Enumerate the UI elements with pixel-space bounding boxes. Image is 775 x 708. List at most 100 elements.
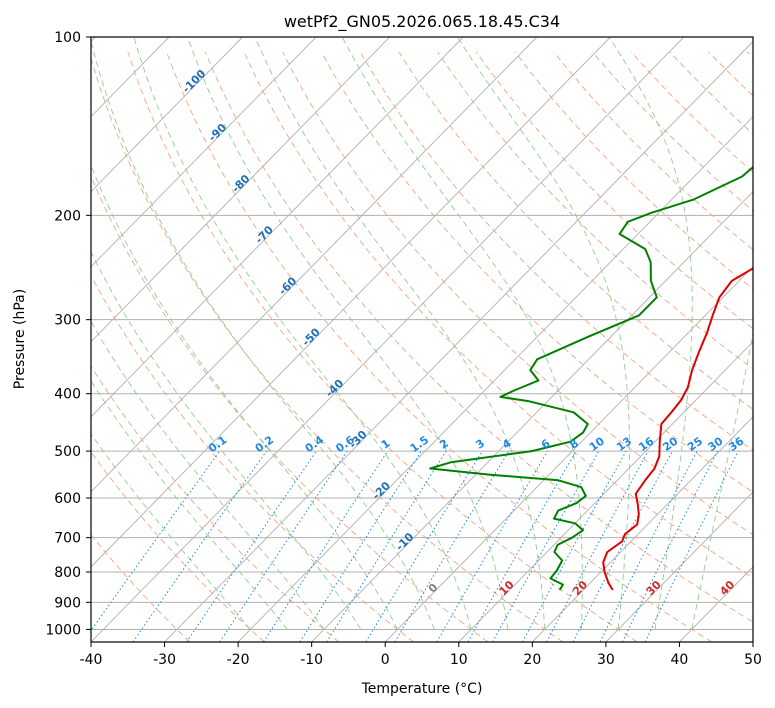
isotherm-label: -20 (370, 479, 393, 502)
moist-adiabat-line (91, 432, 251, 630)
mixing-ratio-line (599, 450, 698, 642)
isotherm-line (91, 37, 611, 568)
mixing-ratio-label: 4 (500, 437, 514, 452)
y-tick-label: 700 (54, 531, 81, 547)
isotherm-line (679, 566, 753, 642)
y-tick-label: 900 (54, 595, 81, 611)
mixing-ratio-line (394, 450, 510, 642)
x-tick-label: 0 (381, 652, 390, 668)
isotherm-line (91, 37, 243, 193)
isotherm-line (91, 37, 538, 493)
moist-adiabat-line (691, 330, 753, 630)
x-tick-label: 50 (744, 652, 762, 668)
moist-adiabat-line (91, 379, 288, 630)
moist-adiabat-line (254, 37, 546, 630)
mixing-ratio-label: 0.4 (303, 433, 327, 455)
dewpoint-profile-line (429, 165, 753, 591)
y-tick-label: 100 (54, 30, 81, 46)
dry-adiabat-line (746, 51, 753, 59)
isotherm-line (91, 37, 464, 418)
y-axis-label: Pressure (hPa) (12, 289, 28, 389)
mixing-ratio-line (91, 450, 221, 632)
isotherm-label: 20 (570, 578, 590, 598)
dry-adiabat-line (282, 51, 753, 536)
isotherm-label: 30 (644, 578, 664, 598)
isotherm-line (91, 37, 390, 343)
mixing-ratio-line (546, 450, 649, 642)
mixing-ratio-line (492, 450, 600, 642)
mixing-ratio-line (132, 450, 267, 642)
x-tick-label: -10 (300, 652, 323, 668)
dry-adiabat-line (708, 51, 753, 97)
x-tick-label: 40 (671, 652, 689, 668)
mixing-ratio-line (522, 450, 627, 642)
moist-adiabat-line (133, 37, 472, 630)
mixing-ratio-label: 0.1 (206, 433, 229, 455)
isotherm-label: 10 (497, 578, 517, 598)
dry-adiabat-line (669, 51, 753, 135)
x-tick-label: 20 (523, 652, 541, 668)
mixing-ratio-line (467, 450, 577, 642)
mixing-ratio-line (186, 450, 317, 642)
isotherm-line (237, 115, 753, 642)
x-tick-label: -30 (153, 652, 176, 668)
isotherm-line (605, 491, 753, 642)
y-tick-label: 200 (54, 208, 81, 224)
moist-adiabat-line (91, 39, 435, 630)
isotherm-line (311, 191, 753, 642)
dry-adiabat-line (514, 51, 753, 290)
isotherm-label: -50 (300, 325, 323, 348)
dry-adiabat-line (359, 51, 753, 451)
x-tick-label: 10 (450, 652, 468, 668)
isotherm-label: -70 (253, 223, 276, 246)
y-tick-label: 500 (54, 444, 81, 460)
moist-adiabat-line (91, 250, 362, 630)
isotherm-line (384, 266, 753, 642)
temperature-profile-line (602, 267, 753, 591)
dry-adiabat-line (91, 534, 191, 642)
dry-adiabat-line (166, 51, 713, 642)
y-tick-label: 400 (54, 387, 81, 403)
isotherm-line (458, 341, 753, 642)
mixing-ratio-label: 2 (437, 437, 451, 452)
x-axis-label: Temperature (°C) (361, 681, 483, 697)
isotherm-line (91, 37, 317, 268)
y-tick-label: 1000 (45, 622, 81, 638)
moist-adiabat-line (457, 37, 631, 630)
isotherm-line (532, 416, 753, 642)
isotherm-line (752, 641, 753, 642)
mixing-ratio-line (219, 450, 348, 642)
plot-frame (90, 36, 754, 643)
y-tick-label: 800 (54, 565, 81, 581)
dry-adiabat-line (243, 51, 753, 579)
y-tick-label: 300 (54, 313, 81, 329)
x-tick-label: -40 (80, 652, 103, 668)
moist-adiabat-line (341, 37, 583, 630)
dry-adiabat-line (91, 56, 563, 642)
isotherm-line (164, 40, 753, 642)
dry-adiabat-line (91, 174, 489, 642)
mixing-ratio-line (622, 450, 719, 642)
moist-adiabat-line (608, 37, 693, 630)
dry-adiabat-line (204, 51, 753, 623)
mixing-ratio-label: 0.2 (253, 433, 276, 455)
mixing-ratio-line (326, 450, 447, 642)
isotherm-label: 40 (717, 578, 737, 598)
x-axis: -40 -30 -20 -10 0 10 20 30 40 50 (80, 642, 762, 668)
plot-clip-group (91, 37, 753, 642)
moist-adiabat-line (91, 320, 325, 630)
isotherm-label: -10 (393, 530, 416, 553)
y-axis: 100 200 300 400 500 600 700 800 900 1000 (45, 30, 91, 638)
mixing-ratio-line (365, 450, 483, 642)
isotherm-label: -60 (276, 274, 299, 297)
mixing-ratio-label: 3 (473, 437, 487, 452)
mixing-ratio-line (572, 450, 673, 642)
isotherm-label: -40 (323, 377, 346, 400)
chart-title: wetPf2_GN05.2026.065.18.45.C34 (284, 12, 560, 32)
mixing-ratio-label: 1.5 (408, 433, 431, 455)
isotherm-label: -80 (229, 172, 252, 195)
y-tick-label: 600 (54, 491, 81, 507)
dry-adiabat-line (321, 51, 753, 493)
plot-area: 0.1 0.2 0.4 0.6 1 1.5 2 3 4 6 8 10 13 16 20 25 30 36-100-… (91, 37, 753, 642)
